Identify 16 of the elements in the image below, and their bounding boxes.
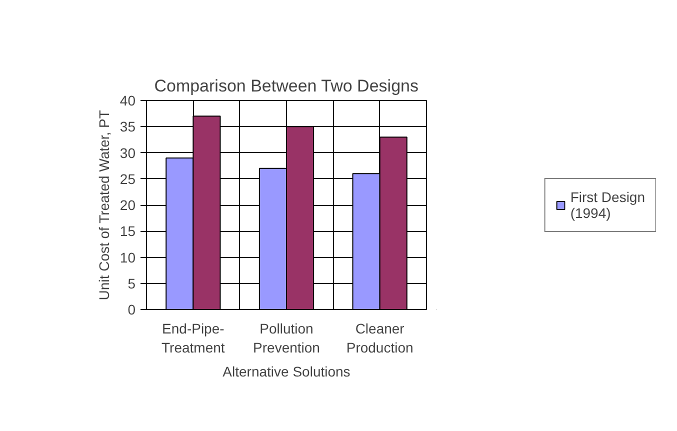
y-tick-label: 30 xyxy=(120,144,136,161)
y-tick-label: 5 xyxy=(128,275,136,292)
y-tick-label: 15 xyxy=(120,223,136,240)
x-tick-label: Pollution Prevention xyxy=(253,320,320,356)
y-tick-label: 40 xyxy=(120,92,136,108)
y-tick-label: 0 xyxy=(128,302,136,318)
y-axis-title: Unit Cost of Treated Water, PT xyxy=(96,110,112,300)
x-axis-title: Alternative Solutions xyxy=(222,364,350,380)
y-tick-label: 25 xyxy=(120,170,136,187)
x-tick-label: End-Pipe- Treatment xyxy=(162,320,225,356)
chart-title: Comparison Between Two Designs xyxy=(154,76,418,96)
legend-label: First Design (1994) xyxy=(570,188,645,220)
x-tick-label: Cleaner Production xyxy=(346,320,414,356)
y-tick-label: 35 xyxy=(120,118,136,135)
y-tick-label: 10 xyxy=(120,249,136,266)
y-tick-label: 20 xyxy=(120,197,136,213)
